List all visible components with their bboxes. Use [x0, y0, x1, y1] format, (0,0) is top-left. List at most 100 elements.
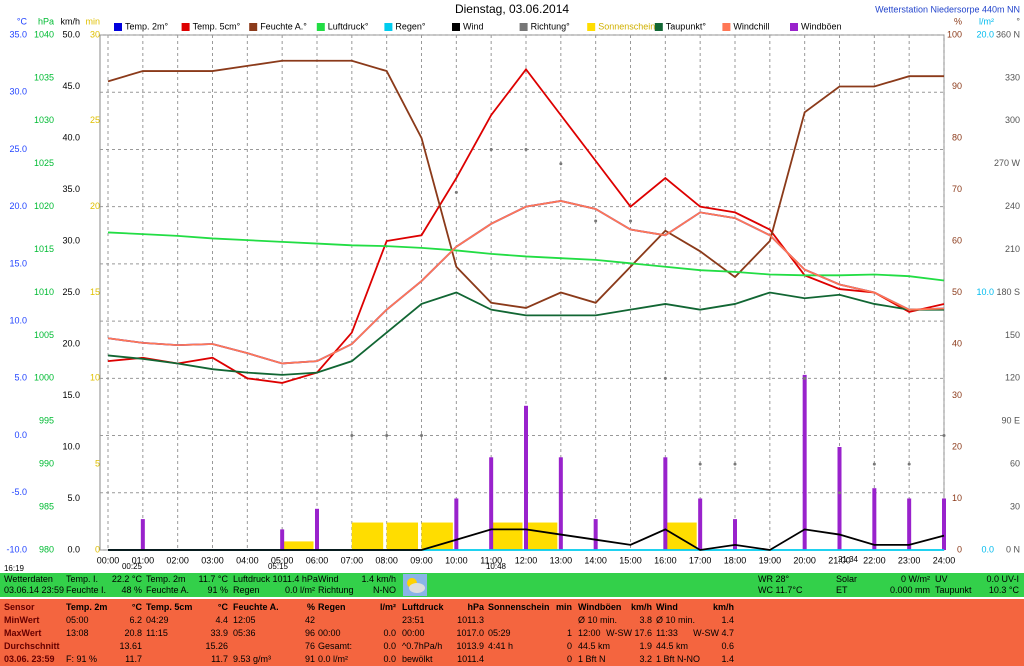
line: [107, 291, 944, 376]
cell-text: 13.61: [119, 641, 142, 651]
table-cell: Durchschnitt: [4, 640, 64, 652]
y-tick-label: 25: [90, 115, 100, 125]
cell-text: Feuchte I.: [66, 585, 107, 595]
cell-text: Temp. 2m: [66, 602, 108, 612]
axis-unit: %: [954, 16, 962, 26]
y-tick-label: 30.0: [9, 87, 27, 97]
axis-unit: min: [85, 16, 100, 26]
bar: [351, 522, 384, 550]
x-tick-label: 03:00: [201, 555, 224, 565]
dot: [942, 434, 946, 438]
cell-text: 03.06.14 23:59: [4, 585, 65, 595]
cell-text: 1017.0: [456, 628, 484, 638]
table-cell: 9.53 g/m³ 91: [233, 653, 317, 665]
cell-text: 0: [566, 654, 572, 664]
cell-text: 05:00: [66, 615, 89, 625]
table-cell: Sonnenschein min: [488, 601, 574, 613]
cell-text: 1011.4: [457, 654, 484, 664]
bar: [315, 508, 319, 550]
x-tick-label: 12:00: [515, 555, 538, 565]
cell-text: 4:41 h: [488, 641, 514, 651]
cell-text: °C: [217, 602, 228, 612]
table-cell: 11:15 33.9: [146, 627, 230, 639]
y-tick-label: 120: [1005, 373, 1020, 383]
table-cell: 05:36 96: [233, 627, 317, 639]
cell-text: 04:29: [146, 615, 169, 625]
y-tick-label: 360 N: [996, 29, 1020, 39]
table-cell: Windböen km/h: [578, 601, 654, 613]
y-tick-label: 80: [952, 132, 962, 142]
table-cell: Luftdruck hPa: [402, 601, 486, 613]
cell-text: Ø 10 min.: [578, 615, 618, 625]
cell-text: 1 Bft N: [578, 654, 606, 664]
dot: [803, 376, 807, 380]
cell-text: 11.7: [125, 654, 142, 664]
y-tick-label: 90 E: [1001, 416, 1020, 426]
table-cell: 05:00 6.2: [66, 614, 144, 626]
y-tick-label: 1040: [34, 29, 54, 39]
cell-text: 96: [304, 628, 315, 638]
y-tick-label: 40: [952, 338, 962, 348]
dot: [663, 376, 667, 380]
y-tick-label: 10.0: [62, 441, 80, 451]
dot: [907, 462, 911, 466]
cell-text: 23:51: [402, 615, 425, 625]
dot: [489, 147, 493, 151]
cell-text: 3.8: [639, 615, 652, 625]
status-cell: ET 0.000 mm: [836, 584, 932, 596]
x-tick-label: 08:00: [375, 555, 398, 565]
x-tick-label: 19:00: [759, 555, 782, 565]
y-tick-label: 20.0: [62, 338, 80, 348]
status-cell: Wind 1.4 km/h: [318, 573, 398, 585]
legend-label: Wind: [463, 21, 484, 31]
y-tick-label: 0: [957, 544, 962, 554]
cell-text: min: [555, 602, 572, 612]
cell-text: Temp. I.: [66, 574, 99, 584]
status-cell: Solar 0 W/m²: [836, 573, 932, 585]
table-cell: 12:00 W-SW 17.6: [578, 627, 654, 639]
bar: [907, 498, 912, 550]
table-cell: 13:08 20.8: [66, 627, 144, 639]
x-tick-label: 21:00: [828, 555, 851, 565]
y-tick-label: 35.0: [9, 29, 27, 39]
table-cell: Ø 10 min. 3.8: [578, 614, 654, 626]
cell-text: 0.0: [383, 628, 396, 638]
dot: [872, 462, 876, 466]
cell-text: 76: [304, 641, 315, 651]
table-cell: Gesamt: 0.0: [318, 640, 398, 652]
cell-text: km/h: [712, 602, 734, 612]
y-tick-label: 60: [952, 235, 962, 245]
y-tick-label: 180 S: [996, 287, 1020, 297]
table-cell: 0: [488, 653, 574, 665]
table-cell: 11.7: [146, 653, 230, 665]
cell-text: 48 %: [121, 585, 142, 595]
y-tick-label: 45.0: [62, 81, 80, 91]
status-cell: Feuchte A. 91 %: [146, 584, 230, 596]
axis-unit: l/m²: [979, 16, 994, 26]
cell-text: Richtung: [318, 585, 354, 595]
bar: [454, 498, 459, 550]
table-cell: 00:00 1017.0: [402, 627, 486, 639]
x-tick-label: 05:00: [271, 555, 294, 565]
cell-text: Wetterdaten: [4, 574, 53, 584]
y-tick-label: 1005: [34, 330, 54, 340]
status-cell: Temp. 2m 11.7 °C: [146, 573, 230, 585]
cell-text: Temp. 5cm: [146, 602, 193, 612]
cell-text: Durchschnitt: [4, 641, 60, 651]
y-tick-label: 270 W: [994, 158, 1021, 168]
cell-text: 4.4: [215, 615, 228, 625]
bar: [698, 498, 703, 550]
y-tick-label: 0 N: [1006, 544, 1020, 554]
y-tick-label: 5: [95, 459, 100, 469]
cell-text: Ø 10 min.: [656, 615, 696, 625]
x-tick-label: 17:00: [689, 555, 712, 565]
chart: Dienstag, 03.06.2014 Wetterstation Niede…: [4, 2, 1021, 573]
cell-text: Regen: [233, 585, 260, 595]
legend-label: Luftdruck°: [328, 21, 369, 31]
chart-title: Dienstag, 03.06.2014: [455, 2, 569, 16]
x-tick-label: 09:00: [410, 555, 433, 565]
y-tick-label: 1015: [34, 244, 54, 254]
table-cell: 05:29 1: [488, 627, 574, 639]
y-tick-label: -5.0: [11, 487, 27, 497]
station: Wetterstation Niedersorpe 440m NN: [875, 4, 1020, 14]
